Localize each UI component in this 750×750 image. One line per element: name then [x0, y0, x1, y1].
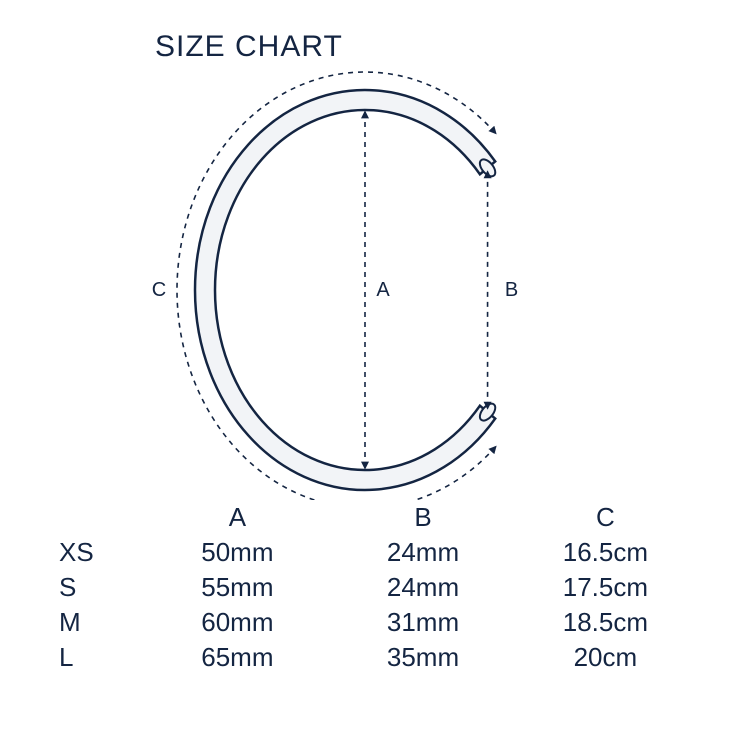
table-header-b: B — [330, 500, 516, 535]
table-body: XS50mm24mm16.5cmS55mm24mm17.5cmM60mm31mm… — [55, 535, 695, 675]
size-label: M — [55, 605, 145, 640]
dimension-a-label: A — [376, 279, 390, 301]
size-value: 50mm — [145, 535, 331, 570]
size-table-element: ABC XS50mm24mm16.5cmS55mm24mm17.5cmM60mm… — [55, 500, 695, 675]
size-value: 24mm — [330, 570, 516, 605]
table-row: L65mm35mm20cm — [55, 640, 695, 675]
size-value: 60mm — [145, 605, 331, 640]
table-header-c: C — [516, 500, 695, 535]
size-value: 55mm — [145, 570, 331, 605]
table-row: M60mm31mm18.5cm — [55, 605, 695, 640]
table-header-size — [55, 500, 145, 535]
bracelet-diagram: A B C — [0, 40, 750, 500]
size-value: 18.5cm — [516, 605, 695, 640]
ring-band — [195, 90, 495, 490]
size-label: S — [55, 570, 145, 605]
size-table: ABC XS50mm24mm16.5cmS55mm24mm17.5cmM60mm… — [55, 500, 695, 675]
size-value: 65mm — [145, 640, 331, 675]
size-label: XS — [55, 535, 145, 570]
size-value: 35mm — [330, 640, 516, 675]
size-chart-page: SIZE CHART A B C — [0, 0, 750, 750]
table-row: S55mm24mm17.5cm — [55, 570, 695, 605]
size-value: 16.5cm — [516, 535, 695, 570]
table-header-a: A — [145, 500, 331, 535]
size-value: 17.5cm — [516, 570, 695, 605]
size-label: L — [55, 640, 145, 675]
dimension-b-label: B — [505, 279, 518, 301]
table-header-row: ABC — [55, 500, 695, 535]
diagram-svg: A B C — [0, 40, 750, 500]
table-row: XS50mm24mm16.5cm — [55, 535, 695, 570]
size-value: 24mm — [330, 535, 516, 570]
dimension-c-label: C — [152, 279, 166, 301]
size-value: 31mm — [330, 605, 516, 640]
size-value: 20cm — [516, 640, 695, 675]
